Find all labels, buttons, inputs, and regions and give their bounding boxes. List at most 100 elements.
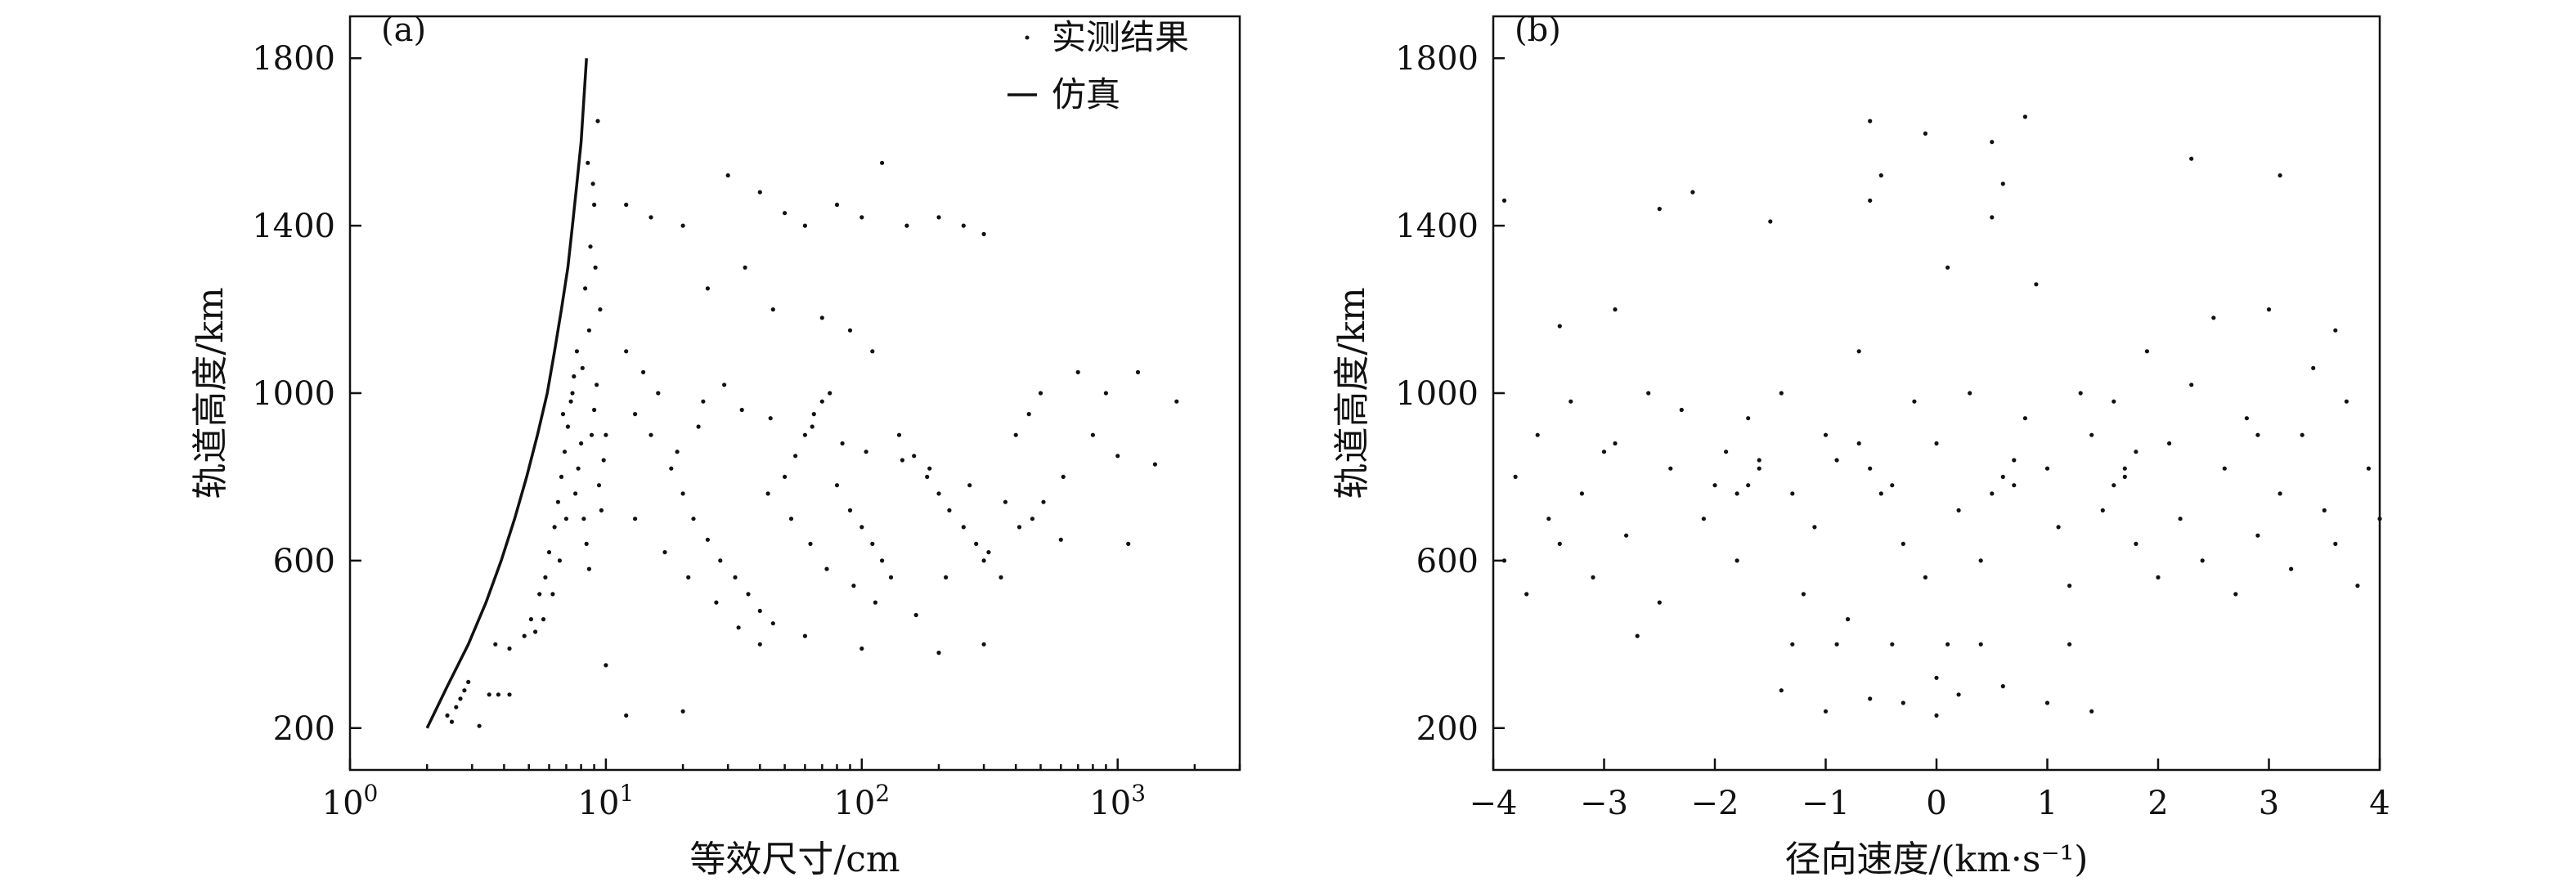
y-tick-label: 600 [273,543,335,580]
data-point [2112,483,2116,488]
data-point [1038,391,1043,396]
data-point [2233,592,2238,597]
data-point [2044,466,2050,471]
data-point [736,625,741,630]
data-point [1823,432,1829,437]
data-point [624,349,629,354]
data-point [601,458,606,463]
data-point [1945,642,1950,647]
data-point [1868,119,1873,123]
data-point [2022,114,2027,119]
data-point [2067,642,2072,647]
data-point [2144,349,2149,354]
data-point [477,723,482,728]
data-point [802,223,808,228]
data-point [533,629,538,634]
data-point [662,550,667,555]
data-point [986,550,991,555]
legend-a: 实测结果 仿真 [1008,17,1189,114]
data-point [586,160,590,165]
data-point [1126,541,1131,547]
data-point [1990,215,1995,220]
data-point [746,592,751,597]
data-point [1668,466,1673,471]
plot-frame-b [1492,15,2381,772]
data-point [896,432,902,437]
data-point [1934,713,1939,718]
data-point [961,223,966,228]
data-point [999,575,1003,580]
data-point [859,646,864,651]
data-point [1834,458,1839,463]
data-point [765,491,770,496]
data-point [1834,642,1839,647]
data-point [550,592,555,597]
data-point [834,483,840,488]
data-point [913,612,918,618]
data-point [1115,454,1120,459]
panel-label-a: (a) [381,11,426,49]
data-point [675,450,680,454]
chart-a: 100 101 102 103 200 600 1000 1400 1800 (a) 实测结果 … [190,11,1241,880]
data-point [586,328,592,333]
data-point [1978,558,1983,563]
data-point [1934,441,1939,446]
data-point [557,558,563,563]
data-point [1657,600,1662,605]
data-point [1557,324,1562,329]
data-point [507,646,512,651]
data-point [1923,575,1928,580]
x-tick-label: 100 [322,780,379,822]
data-point [648,432,653,437]
data-point [2289,566,2294,571]
data-point [507,692,512,697]
data-point [819,315,824,320]
x-tick-label: −4 [1470,785,1518,822]
data-point [2211,315,2216,320]
data-point [2333,541,2338,547]
data-point [834,202,840,208]
data-point [718,558,723,563]
data-point [595,119,600,123]
data-point [1546,517,1551,521]
data-point [570,391,575,396]
data-point [1090,432,1095,437]
data-point [1757,458,1761,463]
data-point [743,265,747,270]
data-point [1790,491,1795,496]
data-point [2000,684,2005,689]
data-point [824,566,829,571]
data-point [2078,391,2083,396]
data-point [851,584,856,588]
data-point [1701,517,1706,521]
data-point [1501,558,1507,563]
x-tick-label: 0 [1926,785,1946,822]
data-point [2178,517,2183,521]
data-point [592,407,597,413]
data-point [546,550,552,555]
data-point [2100,508,2105,513]
data-point [1174,399,1179,404]
data-point [701,399,706,404]
data-point [705,537,711,542]
data-point [880,160,885,165]
data-point [1524,592,1529,597]
data-point [888,575,894,580]
data-point [1990,491,1995,496]
data-point [788,517,794,521]
data-point [604,432,608,437]
data-point [2266,307,2272,312]
x-tick-label: 103 [1089,780,1146,822]
data-point [599,508,604,513]
data-point [705,286,711,291]
data-point [1535,432,1540,437]
data-point [1868,696,1873,701]
data-point [2300,432,2304,437]
data-point [573,491,578,496]
x-tick-label: −2 [1691,785,1739,822]
data-point [2022,416,2027,421]
data-point [880,558,885,563]
data-point [961,525,966,530]
data-point [1746,416,1751,421]
